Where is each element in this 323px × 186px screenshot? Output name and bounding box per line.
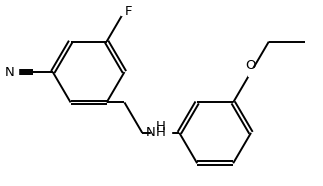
- Text: N: N: [5, 65, 15, 78]
- Text: H: H: [156, 120, 166, 133]
- Bar: [11, 68, 18, 76]
- Text: N: N: [146, 126, 156, 139]
- Bar: [158, 129, 163, 136]
- Text: F: F: [124, 5, 132, 18]
- Text: O: O: [246, 59, 256, 72]
- Bar: [151, 129, 171, 137]
- Text: H: H: [156, 126, 166, 139]
- Bar: [121, 7, 128, 15]
- Bar: [248, 68, 254, 76]
